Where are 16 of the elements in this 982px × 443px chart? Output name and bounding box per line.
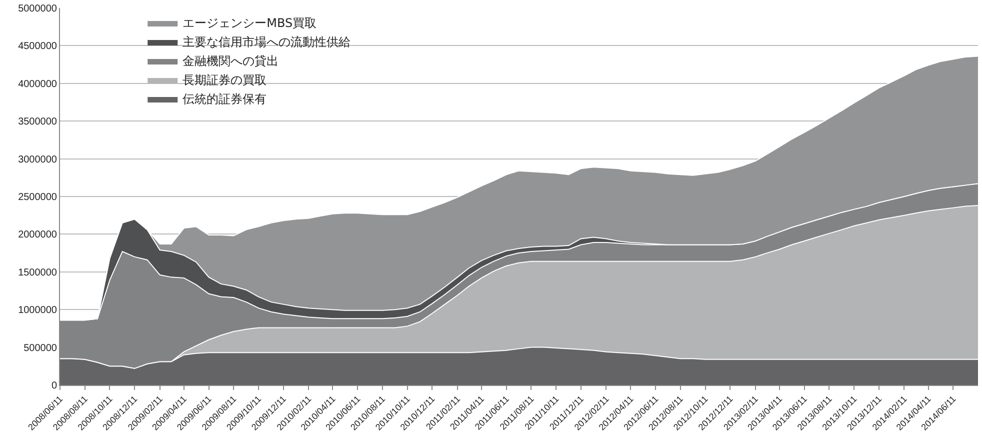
y-tick-label: 3000000 [18, 154, 58, 166]
y-tick-label: 1000000 [18, 305, 58, 316]
y-tick-label: 1500000 [18, 267, 58, 278]
legend-label: 長期証券の買取 [182, 73, 267, 88]
y-tick-label: 2000000 [18, 230, 58, 241]
y-tick-label: 3500000 [18, 116, 58, 128]
y-tick-label: 5000000 [18, 4, 58, 14]
y-tick-label: 500000 [24, 342, 58, 354]
y-tick-label: 4000000 [18, 78, 58, 90]
y-tick-label: 0 [51, 380, 58, 392]
legend-label: 金融機関への貸出 [182, 54, 279, 68]
legend-label: 伝統的証券保有 [182, 92, 267, 106]
legend-label: 主要な信用市場への流動性供給 [182, 35, 351, 50]
y-tick-label: 4500000 [18, 41, 58, 52]
legend-label: エージェンシーMBS買取 [182, 16, 317, 30]
y-tick-label: 2500000 [18, 192, 58, 203]
